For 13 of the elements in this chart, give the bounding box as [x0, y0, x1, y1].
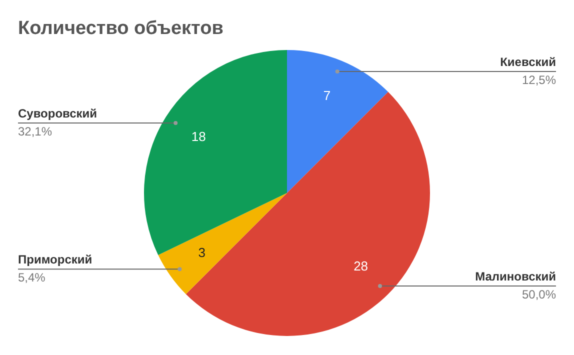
slice-label: Малиновский — [475, 269, 556, 284]
text: 50,0% — [522, 287, 556, 302]
data-label: 3 — [198, 244, 206, 260]
slice-label: Суворовский — [18, 106, 98, 120]
chart-title: Количество объектов — [18, 18, 224, 40]
data-label: 18 — [191, 129, 206, 144]
data-label: 28 — [354, 258, 368, 274]
slice-label: Приморский — [18, 252, 92, 266]
data-label: 7 — [323, 88, 331, 104]
text: 12,5% — [522, 72, 556, 87]
slice-label: Киевский — [500, 54, 556, 69]
text: 5,4% — [18, 270, 46, 284]
text: 32,1% — [18, 124, 52, 138]
